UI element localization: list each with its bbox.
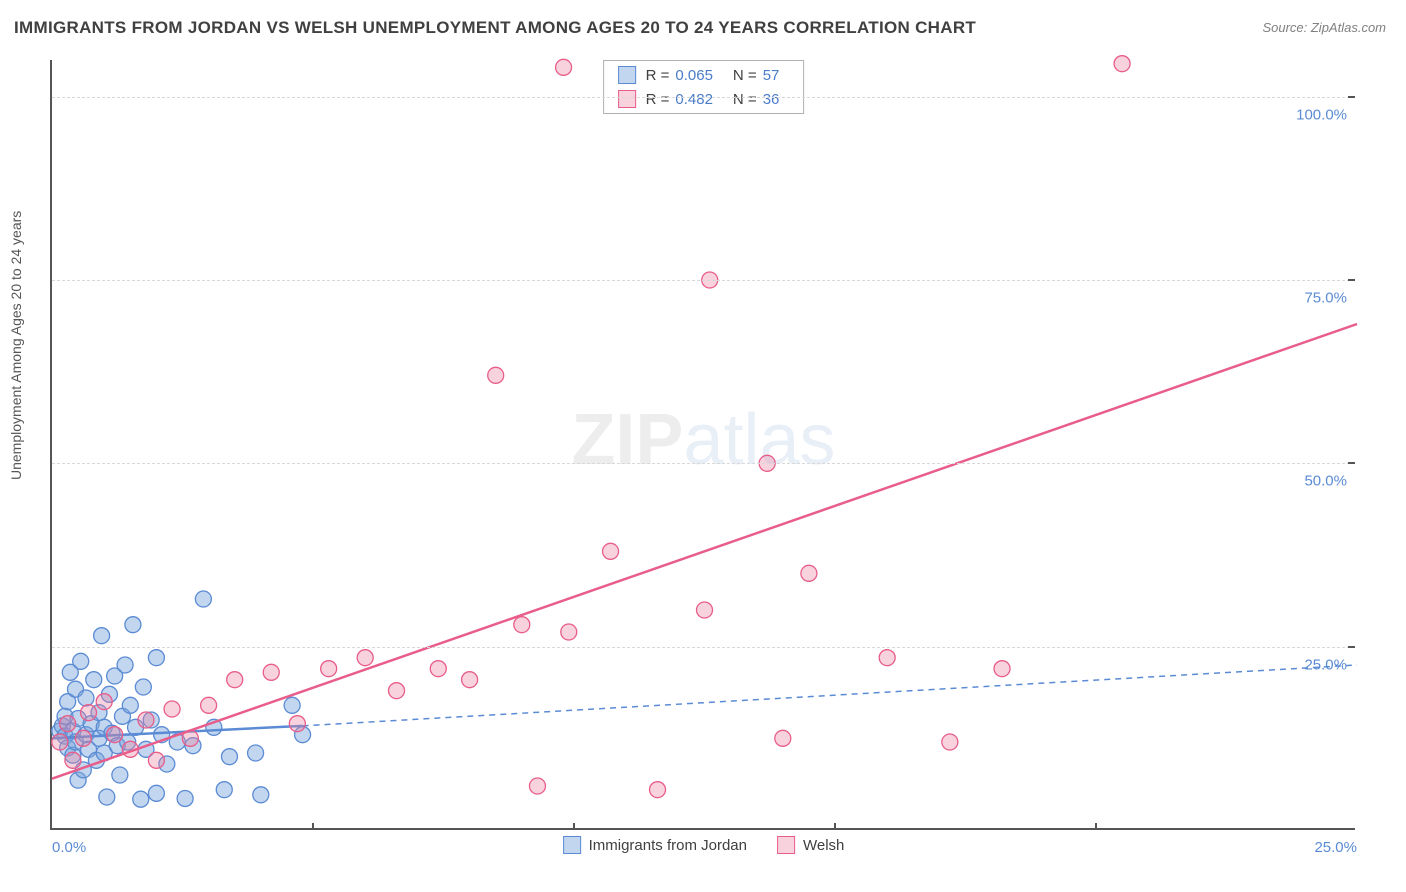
data-point-welsh [389,683,405,699]
data-point-welsh [148,752,164,768]
data-point-welsh [75,730,91,746]
x-tick-label: 25.0% [1314,839,1357,856]
data-point-welsh [1114,56,1130,72]
legend-swatch-jordan [563,836,581,854]
data-point-welsh [81,705,97,721]
legend-row-welsh: R = 0.482 N = 36 [604,87,804,111]
legend-r-value: 0.065 [675,67,713,84]
data-point-jordan [78,690,94,706]
data-point-welsh [514,617,530,633]
y-tick-label: 75.0% [1304,290,1347,307]
data-point-jordan [148,650,164,666]
data-point-jordan [221,749,237,765]
data-point-jordan [99,789,115,805]
data-point-jordan [73,653,89,669]
data-point-welsh [289,716,305,732]
data-point-welsh [263,664,279,680]
data-point-jordan [112,767,128,783]
data-point-welsh [529,778,545,794]
data-point-jordan [86,672,102,688]
data-point-welsh [138,712,154,728]
data-point-welsh [96,694,112,710]
data-point-jordan [253,787,269,803]
bottom-legend-label: Immigrants from Jordan [589,837,747,854]
y-tick-label: 25.0% [1304,656,1347,673]
data-point-jordan [216,782,232,798]
data-point-welsh [321,661,337,677]
data-point-jordan [148,785,164,801]
data-point-welsh [201,697,217,713]
data-point-jordan [94,628,110,644]
x-tick-label: 0.0% [52,839,86,856]
data-point-jordan [122,697,138,713]
data-point-jordan [117,657,133,673]
legend-row-jordan: R = 0.065 N = 57 [604,63,804,87]
legend-r-value: 0.482 [675,91,713,108]
gridline [52,280,1355,281]
data-point-welsh [650,782,666,798]
data-point-welsh [60,716,76,732]
gridline [52,463,1355,464]
gridline [52,97,1355,98]
legend-n-value: 36 [763,91,780,108]
data-point-jordan [284,697,300,713]
legend-swatch-jordan [618,66,636,84]
legend-swatch-welsh [618,90,636,108]
legend-n-value: 57 [763,67,780,84]
data-point-welsh [556,59,572,75]
data-point-welsh [227,672,243,688]
data-point-welsh [994,661,1010,677]
data-point-jordan [135,679,151,695]
data-point-welsh [697,602,713,618]
trend-line-welsh [52,324,1357,779]
x-tick-mark [312,823,314,830]
data-point-jordan [133,791,149,807]
data-point-jordan [195,591,211,607]
legend-r-label: R = [646,91,670,108]
data-point-jordan [177,790,193,806]
series-legend: Immigrants from Jordan Welsh [563,836,845,854]
bottom-legend-item-jordan: Immigrants from Jordan [563,836,747,854]
data-point-welsh [462,672,478,688]
legend-n-label: N = [733,67,757,84]
data-point-welsh [775,730,791,746]
data-point-welsh [52,734,68,750]
chart-title: IMMIGRANTS FROM JORDAN VS WELSH UNEMPLOY… [14,18,976,38]
y-tick-mark [1348,646,1355,648]
trend-line-ext-jordan [303,665,1357,726]
y-tick-label: 50.0% [1304,473,1347,490]
chart-svg [52,60,1355,828]
legend-n-label: N = [733,91,757,108]
data-point-welsh [801,565,817,581]
chart-plot-area: ZIPatlas R =0.065N =57R =0.482N =36 Immi… [50,60,1355,830]
correlation-legend: R = 0.065 N = 57 R = 0.482 N = 36 [603,60,805,114]
y-axis-label: Unemployment Among Ages 20 to 24 years [8,211,24,480]
data-point-welsh [430,661,446,677]
x-tick-mark [834,823,836,830]
x-tick-mark [1095,823,1097,830]
gridline [52,647,1355,648]
legend-r-label: R = [646,67,670,84]
data-point-welsh [357,650,373,666]
y-tick-mark [1348,96,1355,98]
data-point-welsh [879,650,895,666]
data-point-welsh [942,734,958,750]
data-point-welsh [603,543,619,559]
data-point-welsh [561,624,577,640]
y-tick-label: 100.0% [1296,106,1347,123]
data-point-welsh [107,727,123,743]
data-point-welsh [164,701,180,717]
y-tick-mark [1348,462,1355,464]
x-tick-mark [573,823,575,830]
legend-swatch-welsh [777,836,795,854]
data-point-welsh [488,367,504,383]
data-point-welsh [65,752,81,768]
data-point-jordan [248,745,264,761]
data-point-jordan [125,617,141,633]
source-attribution: Source: ZipAtlas.com [1262,20,1386,35]
bottom-legend-item-welsh: Welsh [777,836,844,854]
y-tick-mark [1348,279,1355,281]
bottom-legend-label: Welsh [803,837,844,854]
